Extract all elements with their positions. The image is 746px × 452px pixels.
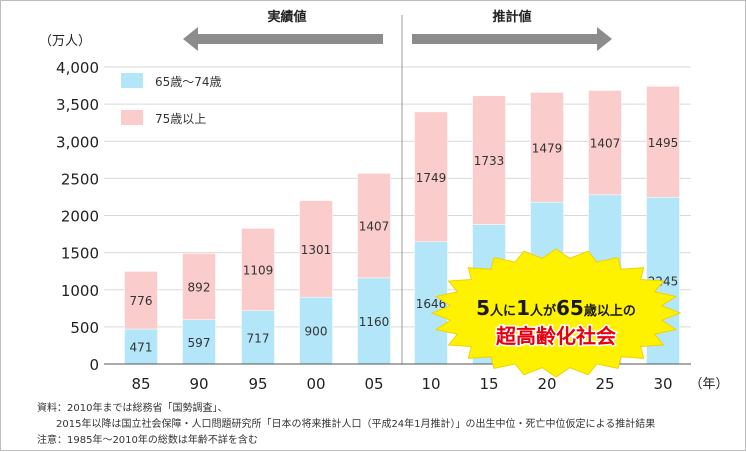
- x-tick-label: 15: [479, 375, 498, 393]
- y-tick-label: 1000: [61, 282, 99, 300]
- bar-segment-75-plus: [530, 92, 564, 203]
- x-tick-label: 05: [364, 375, 383, 393]
- x-axis-unit: （年）: [689, 377, 728, 392]
- bar-segment-75-plus: [182, 253, 216, 320]
- bar-segment-75-plus: [588, 90, 622, 196]
- remark-note: 注意：1985年～2010年の総数は年齢不詳を含む: [37, 435, 258, 446]
- legend-label-65-74: 65歳～74歳: [155, 75, 222, 89]
- data-label-65-74: 900: [305, 325, 328, 339]
- left-arrow-icon: [183, 27, 383, 51]
- right-arrow-icon: [412, 27, 612, 51]
- bar-segment-75-plus: [357, 173, 391, 279]
- x-tick-label: 95: [248, 375, 267, 393]
- source-note-2: 2015年以降は国立社会保障・人口問題研究所「日本の将来推計人口（平成24年1月…: [56, 419, 656, 430]
- data-label-75-plus: 776: [130, 294, 153, 308]
- bar-segment-65-74: [299, 296, 333, 365]
- data-label-65-74: 597: [188, 336, 211, 350]
- data-label-75-plus: 1749: [416, 171, 447, 185]
- y-tick-label: 2500: [61, 170, 99, 188]
- y-tick-label: 3,500: [56, 96, 99, 114]
- y-tick-label: 2000: [61, 208, 99, 226]
- bar-segment-75-plus: [124, 271, 158, 330]
- legend-swatch-75-plus: [121, 110, 143, 125]
- y-tick-label: 3,000: [56, 133, 99, 151]
- data-label-75-plus: 1407: [359, 220, 390, 234]
- x-tick-label: 85: [131, 375, 150, 393]
- data-label-75-plus: 1301: [301, 243, 332, 257]
- y-axis-unit: （万人）: [39, 34, 91, 49]
- callout-line-1-part: 人に: [490, 303, 516, 319]
- period-label-estimate: 推計値: [492, 9, 531, 25]
- callout-line-1-part: 1: [516, 296, 530, 320]
- data-label-65-74: 1646: [416, 297, 447, 311]
- bar-segment-75-plus: [299, 200, 333, 298]
- data-label-75-plus: 1495: [648, 136, 679, 150]
- y-tick-label: 4,000: [56, 59, 99, 77]
- bar-segment-75-plus: [414, 111, 448, 243]
- x-tick-label: 20: [537, 375, 556, 393]
- bar-segment-65-74: [414, 241, 448, 365]
- y-tick-label: 1500: [61, 245, 99, 263]
- callout-line-1-part: 5: [476, 296, 490, 320]
- x-tick-label: 10: [421, 375, 440, 393]
- y-tick-label: 0: [89, 356, 99, 374]
- data-label-65-74: 717: [247, 331, 270, 345]
- callout-line-2: 超高齢化社会: [495, 324, 616, 348]
- data-label-65-74: 1160: [359, 315, 390, 329]
- period-label-actual: 実績値: [267, 9, 306, 25]
- callout-line-1: 5人に1人が65歳以上の: [476, 296, 636, 320]
- x-tick-label: 25: [595, 375, 614, 393]
- data-label-75-plus: 1733: [474, 154, 505, 168]
- bar-segment-75-plus: [646, 86, 680, 198]
- legend-label-75-plus: 75歳以上: [155, 112, 206, 126]
- x-tick-label: 30: [653, 375, 672, 393]
- callout-line-1-part: 人が: [530, 303, 556, 319]
- legend-swatch-65-74: [121, 73, 143, 88]
- callout-line-1-part: 歳以上の: [584, 303, 636, 319]
- bar-segment-75-plus: [241, 228, 275, 312]
- data-label-65-74: 471: [130, 341, 153, 355]
- bar-segment-75-plus: [472, 95, 506, 225]
- data-label-75-plus: 1479: [532, 141, 563, 155]
- x-tick-label: 90: [189, 375, 208, 393]
- data-label-75-plus: 1407: [590, 137, 621, 151]
- y-tick-label: 500: [70, 319, 99, 337]
- data-label-75-plus: 892: [188, 281, 211, 295]
- source-note-1: 資料：2010年までは総務省「国勢調査」、: [37, 403, 228, 414]
- callout-starburst: [430, 248, 682, 378]
- bar-segment-65-74: [124, 328, 158, 365]
- data-label-75-plus: 1109: [243, 264, 274, 278]
- x-tick-label: 00: [306, 375, 325, 393]
- callout-line-1-part: 65: [556, 296, 584, 320]
